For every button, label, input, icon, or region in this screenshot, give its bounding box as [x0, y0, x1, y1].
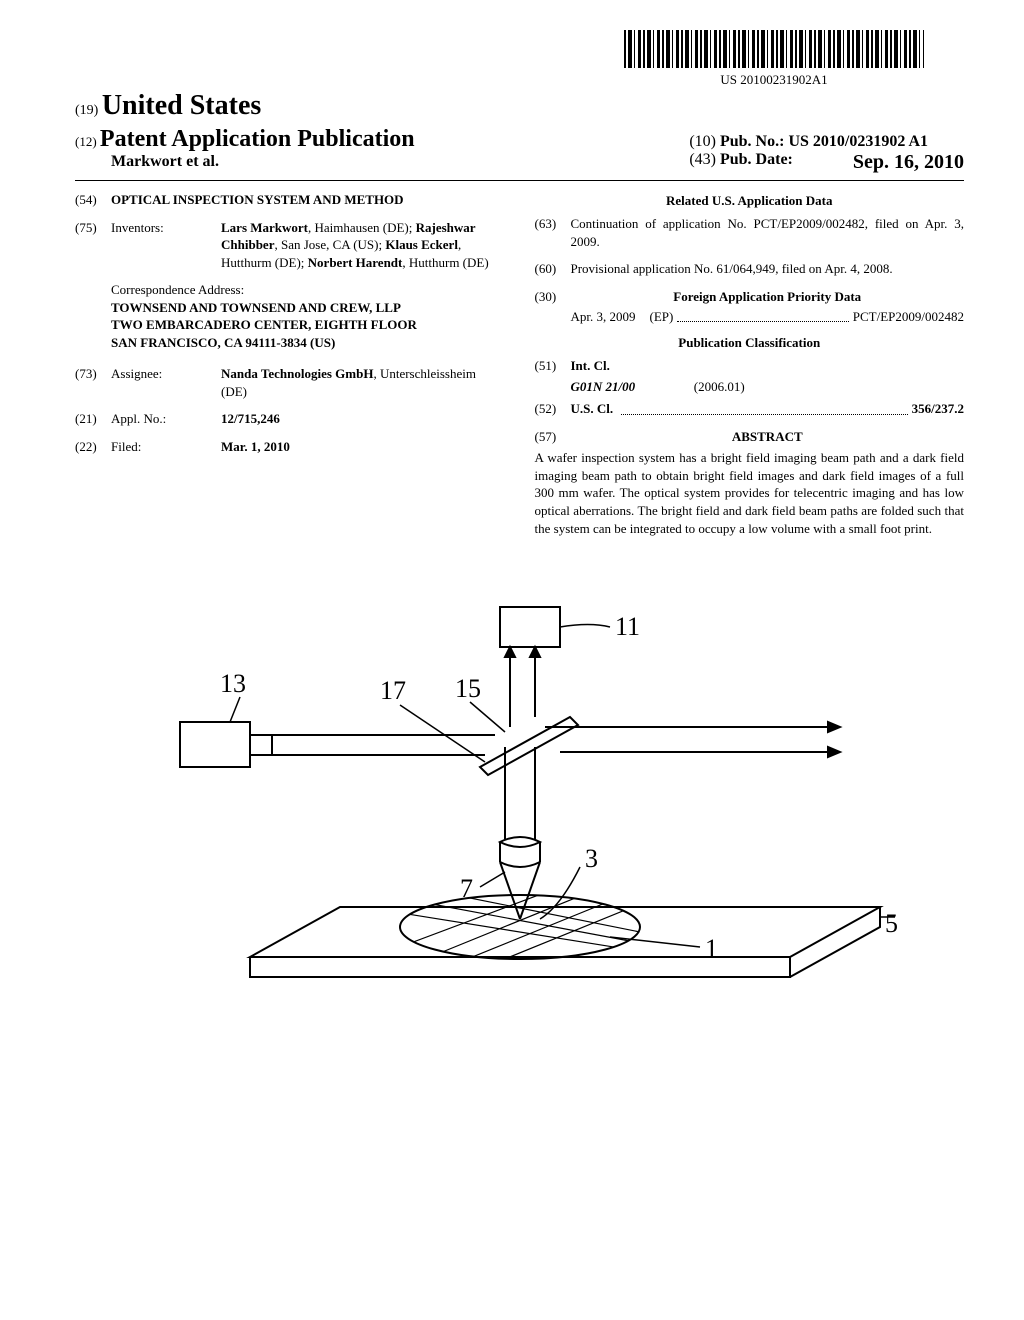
pub-date-value: Sep. 16, 2010	[853, 151, 964, 174]
inventor-location: , Hutthurm (DE)	[402, 255, 488, 270]
publication-type: Patent Application Publication	[100, 126, 415, 152]
fpd-appno: PCT/EP2009/002482	[853, 309, 964, 325]
field-10-num: (10)	[689, 133, 716, 150]
field-51-label: Int. Cl.	[571, 358, 610, 373]
field-63-num: (63)	[535, 215, 571, 250]
abstract-heading: ABSTRACT	[732, 429, 803, 444]
assignee-value: Nanda Technologies GmbH, Unterschleisshe…	[221, 365, 505, 400]
field-63-text: Continuation of application No. PCT/EP20…	[571, 215, 965, 250]
dot-leader	[621, 413, 908, 415]
header-rule	[75, 180, 964, 181]
right-column: Related U.S. Application Data (63) Conti…	[535, 191, 965, 537]
field-54-num: (54)	[75, 191, 111, 209]
left-column: (54) OPTICAL INSPECTION SYSTEM AND METHO…	[75, 191, 505, 537]
intcl-version: (2006.01)	[694, 379, 745, 394]
field-12-num: (12)	[75, 134, 97, 149]
pub-no-label: Pub. No.:	[720, 133, 784, 150]
filed-date-value: Mar. 1, 2010	[221, 439, 290, 454]
uscl-value: 356/237.2	[912, 400, 964, 418]
inventor-location: , Haimhausen (DE);	[308, 220, 416, 235]
fig-label-13: 13	[220, 669, 246, 698]
field-22-label: Filed:	[111, 438, 221, 456]
correspondence-block: Correspondence Address: TOWNSEND AND TOW…	[111, 281, 505, 351]
field-60-text: Provisional application No. 61/064,949, …	[571, 260, 965, 278]
intcl-code: G01N 21/00	[571, 377, 691, 397]
field-30-num: (30)	[535, 288, 571, 306]
appl-no-value: 12/715,246	[221, 411, 280, 426]
correspondence-line: SAN FRANCISCO, CA 94111-3834 (US)	[111, 334, 505, 352]
field-51-num: (51)	[535, 357, 571, 375]
correspondence-line: TOWNSEND AND TOWNSEND AND CREW, LLP	[111, 299, 505, 317]
assignee-name: Nanda Technologies GmbH	[221, 366, 373, 381]
field-22-num: (22)	[75, 438, 111, 456]
field-43-num: (43)	[689, 151, 716, 168]
dot-leader	[677, 320, 848, 322]
field-52-label: U.S. Cl.	[571, 400, 614, 418]
fpd-date: Apr. 3, 2009	[571, 309, 636, 325]
pub-classification-heading: Publication Classification	[535, 335, 965, 351]
fig-label-1: 1	[705, 934, 718, 963]
field-21-num: (21)	[75, 410, 111, 428]
inventor-name: Norbert Harendt	[308, 255, 403, 270]
patent-figure: 11 13 17 15 7 3 1 5	[140, 587, 900, 1007]
field-19-num: (19)	[75, 103, 98, 118]
related-data-heading: Related U.S. Application Data	[535, 193, 965, 209]
field-57-num: (57)	[535, 428, 571, 446]
field-75-num: (75)	[75, 219, 111, 272]
inventors-list: Lars Markwort, Haimhausen (DE); Rajeshwa…	[221, 219, 505, 272]
field-30-heading: Foreign Application Priority Data	[673, 289, 861, 304]
field-73-label: Assignee:	[111, 365, 221, 400]
bibliographic-columns: (54) OPTICAL INSPECTION SYSTEM AND METHO…	[75, 191, 964, 537]
barcode-label: US 20100231902A1	[624, 72, 924, 88]
field-21-label: Appl. No.:	[111, 410, 221, 428]
pub-date-label: Pub. Date:	[720, 151, 793, 168]
field-60-num: (60)	[535, 260, 571, 278]
fig-label-17: 17	[380, 676, 406, 705]
fig-label-11: 11	[615, 612, 640, 641]
correspondence-line: TWO EMBARCADERO CENTER, EIGHTH FLOOR	[111, 316, 505, 334]
pub-no-value: US 2010/0231902 A1	[788, 133, 928, 150]
fig-label-5: 5	[885, 909, 898, 938]
inventor-name: Lars Markwort	[221, 220, 308, 235]
field-73-num: (73)	[75, 365, 111, 400]
abstract-text: A wafer inspection system has a bright f…	[535, 449, 965, 537]
barcode-graphic	[624, 30, 924, 68]
fig-label-7: 7	[460, 874, 473, 903]
author-names: Markwort et al.	[111, 153, 415, 171]
fig-label-3: 3	[585, 844, 598, 873]
barcode-region: US 20100231902A1	[75, 30, 964, 88]
field-52-num: (52)	[535, 400, 571, 418]
inventor-name: Klaus Eckerl	[385, 237, 458, 252]
fpd-country: (EP)	[650, 309, 674, 325]
inventor-location: , San Jose, CA (US);	[274, 237, 385, 252]
correspondence-label: Correspondence Address:	[111, 281, 505, 299]
figure-area: 11 13 17 15 7 3 1 5	[75, 587, 964, 1011]
country-name: United States	[102, 90, 261, 121]
header-block: (19) United States (12) Patent Applicati…	[75, 90, 964, 174]
fig-label-15: 15	[455, 674, 481, 703]
field-75-label: Inventors:	[111, 219, 221, 272]
invention-title: OPTICAL INSPECTION SYSTEM AND METHOD	[111, 191, 404, 209]
